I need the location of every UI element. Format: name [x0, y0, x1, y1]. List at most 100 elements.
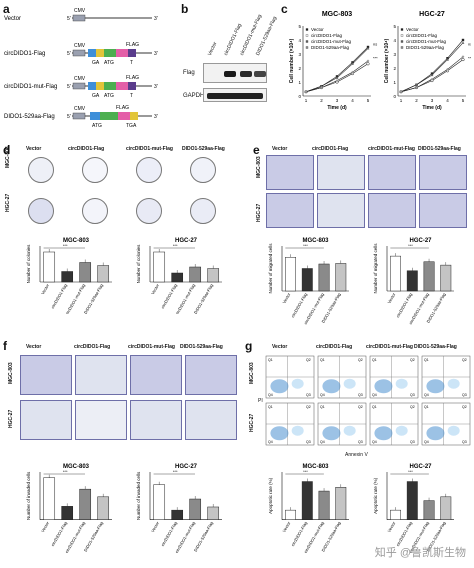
- x-tick-label: Vector: [40, 520, 50, 533]
- x-tick-label: DIDO1-529aa-Flag: [425, 292, 446, 324]
- cell-cluster: [395, 425, 408, 436]
- y-tick-label: 2: [393, 66, 396, 71]
- quadrant-label: Q4: [268, 440, 273, 444]
- x-tick-label: circDIDO1-Flag: [50, 521, 68, 547]
- chart-title: HGC-27: [409, 238, 432, 244]
- x-tick-label: circDIDO1-mut-Flag: [64, 283, 86, 314]
- cell-cluster: [322, 379, 341, 394]
- quadrant-label: Q2: [462, 358, 467, 362]
- row-label: MGC-803: [256, 156, 262, 178]
- bar: [390, 255, 401, 292]
- bar: [43, 251, 56, 283]
- quadrant-label: Q3: [462, 440, 467, 444]
- y-axis-title: Apoptotic rate (%): [373, 477, 378, 514]
- bar: [171, 509, 184, 520]
- y-axis-title: Number of colonies: [136, 244, 141, 284]
- construct-label: circDIDO1-mut-Flag: [4, 84, 57, 90]
- bar: [301, 268, 313, 292]
- flow-cytometry-plots: Q1 Q2 Q3 Q4 Q1 Q2 Q3 Q4 Q1 Q2 Q3 Q4 Q1 Q2 Q3 Q4 Q1 Q2 Q3 Q4…: [265, 355, 471, 446]
- svg-text:CMV: CMV: [74, 106, 86, 112]
- quadrant-label: Q3: [410, 393, 415, 397]
- x-tick-label: Vector: [150, 520, 160, 533]
- row-label: HGC-27: [5, 193, 11, 212]
- western-lanes: Vector circDIDO1-Flag circDIDO1-mut-Flag…: [207, 13, 279, 57]
- cell-cluster: [374, 426, 393, 441]
- svg-text:5': 5': [67, 114, 71, 120]
- bar: [318, 490, 330, 520]
- y-axis-title: Cell number (×10⁴): [289, 38, 295, 83]
- legend-entry: circDIDO1-mut-Flag: [406, 39, 447, 44]
- bar: [171, 272, 184, 283]
- cell-cluster: [291, 425, 304, 436]
- construct-label: Vector: [4, 16, 21, 22]
- x-tick-label: circDIDO1-mut-Flag: [174, 283, 196, 314]
- cell-cluster: [270, 379, 289, 394]
- x-tick-label: 2: [320, 98, 323, 103]
- construct-label: DIDO1-529aa-Flag: [4, 114, 55, 120]
- blot-label-flag: Flag: [183, 70, 195, 76]
- cell-cluster: [447, 378, 460, 389]
- y-axis-title: Cell number (×10⁴): [384, 38, 390, 83]
- row-label: HGC-27: [249, 413, 255, 432]
- construct-dido1-529aa-flag: DIDO1-529aa-Flag 5' CMV ATG TGA FLAG 3': [4, 105, 158, 129]
- svg-text:FLAG: FLAG: [126, 75, 139, 81]
- series-line: [400, 42, 464, 93]
- x-tick-label: Vector: [150, 282, 160, 295]
- row-label: MGC-803: [8, 362, 14, 384]
- svg-text:ATG: ATG: [104, 60, 114, 66]
- data-point: [446, 58, 449, 61]
- legend-marker: [400, 46, 404, 49]
- quadrant-label: Q4: [424, 440, 429, 444]
- data-point: [335, 76, 339, 79]
- x-tick-label: 5: [462, 98, 465, 103]
- bar: [189, 266, 202, 283]
- cmv-promoter-box: [72, 14, 86, 22]
- x-tick-label: DIDO1-529aa-Flag: [83, 283, 104, 314]
- y-tick-label: 4: [298, 38, 301, 43]
- svg-text:T: T: [130, 93, 133, 99]
- chart-title: MGC-803: [63, 238, 90, 244]
- quadrant-label: Q2: [306, 405, 311, 409]
- svg-text:3': 3': [154, 51, 158, 57]
- x-tick-label: 1: [305, 98, 308, 103]
- panel-a-label: a: [3, 2, 10, 16]
- quadrant-label: Q1: [372, 405, 377, 409]
- y-tick-label: 5: [298, 24, 301, 29]
- quadrant-label: Q1: [320, 358, 325, 362]
- x-tick-label: circDIDO1-Flag: [160, 521, 178, 547]
- flow-x-axis-label: Annexin V: [345, 452, 368, 458]
- y-tick-label: 0: [298, 94, 301, 99]
- bar: [189, 498, 202, 520]
- x-tick-label: Vector: [386, 291, 396, 304]
- svg-text:GA: GA: [92, 93, 100, 99]
- quadrant-label: Q4: [372, 440, 377, 444]
- legend-entry: Vector: [311, 27, 324, 32]
- quadrant-label: Q2: [462, 405, 467, 409]
- x-tick-label: DIDO1-529aa-Flag: [193, 283, 214, 314]
- bar: [335, 487, 347, 520]
- legend-entry: circDIDO1-Flag: [406, 33, 438, 38]
- quadrant-label: Q3: [358, 440, 363, 444]
- quadrant-label: Q3: [410, 440, 415, 444]
- row-label: HGC-27: [8, 409, 14, 428]
- y-tick-label: 3: [393, 52, 396, 57]
- cell-cluster: [270, 426, 289, 441]
- bar: [406, 270, 418, 292]
- quadrant-label: Q4: [320, 440, 325, 444]
- quadrant-label: Q1: [268, 358, 273, 362]
- chart-title: HGC-27: [175, 238, 198, 244]
- chart-title: MGC-803: [302, 238, 329, 244]
- cell-cluster: [447, 425, 460, 436]
- x-tick-label: 5: [367, 98, 370, 103]
- x-axis-title: Time (d): [422, 105, 442, 111]
- x-tick-label: 4: [446, 98, 449, 103]
- bar: [61, 271, 74, 283]
- panel-f-label: f: [3, 339, 7, 353]
- flow-y-axis-label: PI: [258, 398, 263, 404]
- panel-g-label: g: [245, 339, 253, 353]
- significance-label: ***: [303, 243, 308, 248]
- x-tick-label: DIDO1-529aa-Flag: [320, 521, 341, 553]
- colony-column-headers: Vector circDIDO1-Flag circDIDO1-mut-Flag…: [26, 146, 225, 152]
- svg-text:ATG: ATG: [92, 123, 102, 129]
